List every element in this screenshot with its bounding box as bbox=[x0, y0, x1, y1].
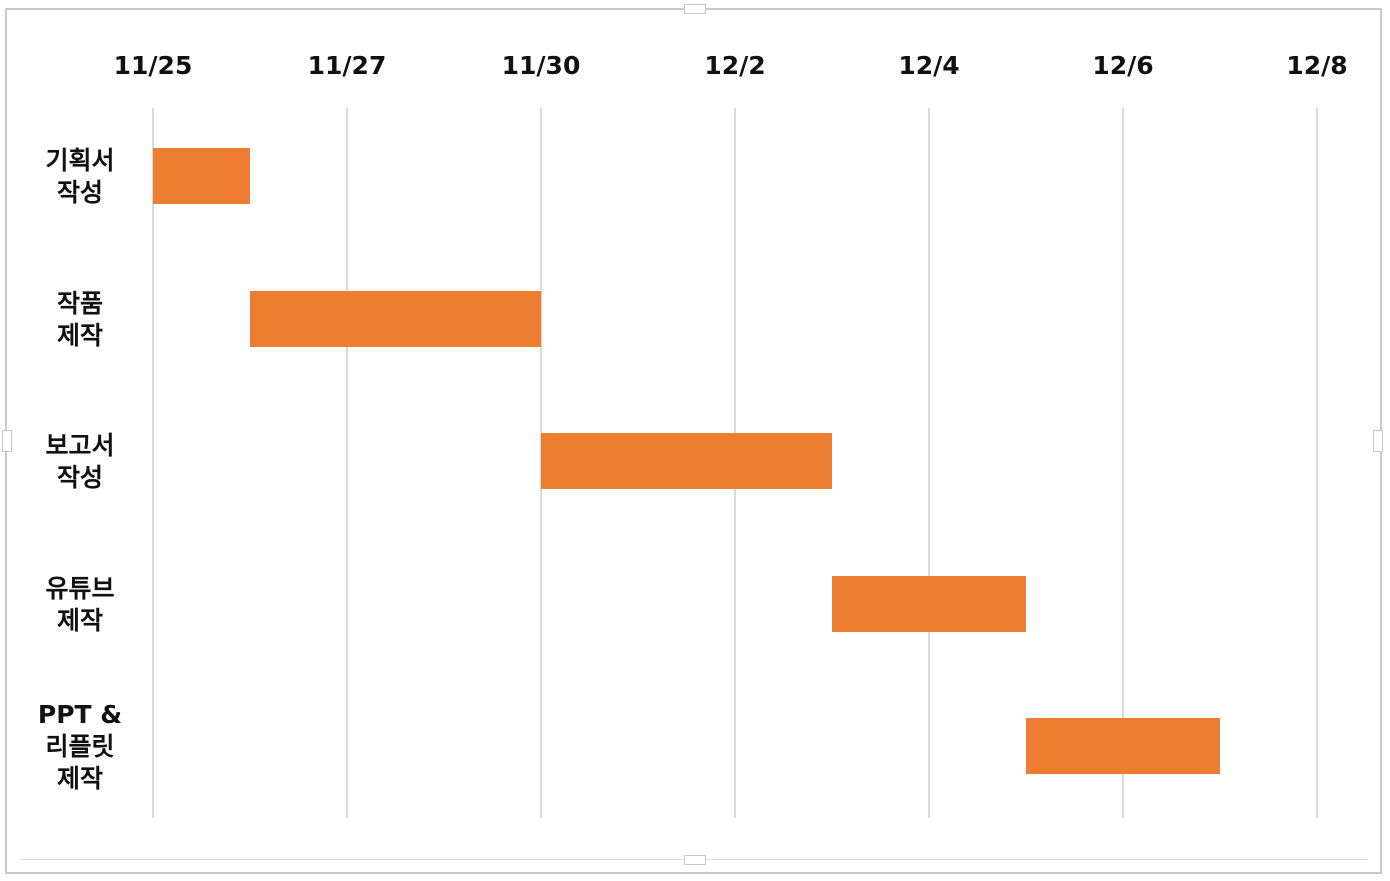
date-axis: 11/25 11/27 11/30 12/2 12/4 12/6 12/8 bbox=[114, 51, 1348, 80]
task-bar bbox=[250, 291, 541, 347]
task-label-line: 제작 bbox=[57, 321, 103, 350]
resize-handle-top[interactable] bbox=[684, 4, 706, 14]
resize-handle-bottom[interactable] bbox=[684, 855, 706, 865]
task-label-line: PPT & bbox=[38, 700, 122, 729]
task-bars bbox=[153, 148, 1220, 774]
task-label-line: 작성 bbox=[57, 178, 103, 207]
x-tick-label: 12/8 bbox=[1286, 51, 1347, 80]
task-label-line: 제작 bbox=[57, 764, 103, 793]
resize-handle-left[interactable] bbox=[2, 430, 12, 452]
resize-handle-right[interactable] bbox=[1373, 430, 1383, 452]
x-tick-label: 11/25 bbox=[114, 51, 193, 80]
task-label-line: 작품 bbox=[57, 289, 103, 318]
x-tick-label: 11/27 bbox=[308, 51, 387, 80]
task-label-line: 보고서 bbox=[45, 431, 114, 460]
task-bar bbox=[832, 576, 1026, 632]
task-bar bbox=[1026, 718, 1220, 774]
x-tick-label: 11/30 bbox=[502, 51, 581, 80]
task-bar bbox=[153, 148, 250, 204]
task-label-line: 유튜브 bbox=[45, 574, 114, 603]
task-bar bbox=[541, 433, 832, 489]
task-label-line: 제작 bbox=[57, 606, 103, 635]
x-tick-label: 12/6 bbox=[1092, 51, 1153, 80]
x-tick-label: 12/2 bbox=[704, 51, 765, 80]
task-label-line: 리플릿 bbox=[45, 732, 114, 761]
x-tick-label: 12/4 bbox=[898, 51, 959, 80]
task-label-line: 작성 bbox=[57, 463, 103, 492]
task-label-line: 기획서 bbox=[45, 146, 114, 175]
